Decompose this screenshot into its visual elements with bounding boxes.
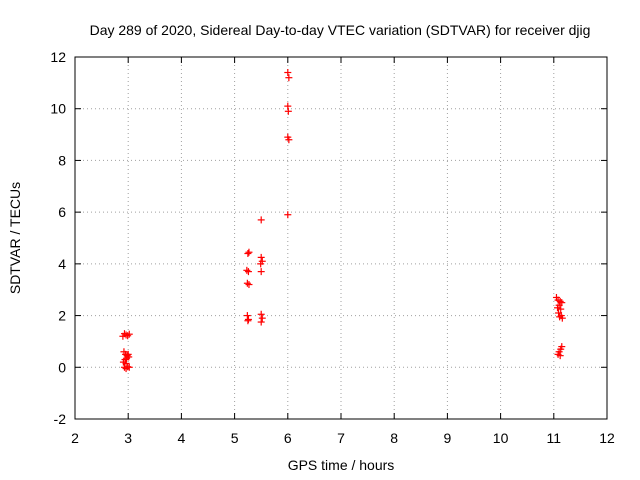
data-point bbox=[122, 331, 130, 339]
data-point bbox=[554, 304, 562, 312]
data-point bbox=[257, 260, 265, 268]
data-point bbox=[257, 268, 265, 276]
data-point bbox=[284, 107, 292, 115]
data-point bbox=[557, 305, 565, 313]
x-tick-label: 11 bbox=[547, 430, 562, 446]
data-point bbox=[244, 317, 252, 325]
data-point bbox=[285, 74, 293, 82]
x-tick-label: 9 bbox=[444, 430, 452, 446]
x-tick-label: 12 bbox=[599, 430, 615, 446]
x-tick-labels: 2 3 4 5 6 7 8 9 10 11 12 bbox=[71, 430, 615, 446]
x-tick-label: 10 bbox=[493, 430, 509, 446]
data-point bbox=[556, 352, 564, 360]
x-tick-label: 7 bbox=[337, 430, 345, 446]
plot-frame bbox=[74, 56, 608, 420]
data-point bbox=[284, 211, 292, 219]
grid-lines bbox=[75, 57, 607, 419]
y-tick-label: -2 bbox=[54, 411, 67, 427]
data-point bbox=[257, 318, 265, 326]
data-point bbox=[122, 365, 130, 373]
x-tick-label: 5 bbox=[231, 430, 239, 446]
y-tick-label: 2 bbox=[58, 308, 66, 324]
data-point bbox=[124, 332, 132, 340]
y-axis-label: SDTVAR / TECUs bbox=[7, 182, 23, 294]
data-point bbox=[285, 136, 293, 144]
x-tick-label: 8 bbox=[390, 430, 398, 446]
x-tick-label: 6 bbox=[284, 430, 292, 446]
data-point bbox=[243, 266, 251, 274]
data-point bbox=[558, 314, 566, 322]
x-tick-label: 4 bbox=[178, 430, 186, 446]
y-tick-label: 0 bbox=[58, 359, 66, 375]
data-point bbox=[257, 253, 265, 261]
data-point bbox=[556, 297, 564, 305]
y-tick-label: 12 bbox=[50, 49, 66, 65]
data-point bbox=[125, 363, 133, 371]
x-tick-label: 2 bbox=[71, 430, 79, 446]
data-point bbox=[257, 310, 265, 318]
y-tick-label: 10 bbox=[50, 101, 66, 117]
data-point bbox=[245, 248, 253, 256]
data-points bbox=[119, 69, 566, 373]
data-point bbox=[258, 314, 266, 322]
x-axis-label: GPS time / hours bbox=[288, 457, 395, 473]
data-point bbox=[244, 268, 252, 276]
data-point bbox=[245, 281, 253, 289]
data-point bbox=[244, 250, 252, 258]
chart-title: Day 289 of 2020, Sidereal Day-to-day VTE… bbox=[90, 22, 591, 38]
data-point bbox=[243, 279, 251, 287]
data-point bbox=[124, 350, 132, 358]
data-point bbox=[284, 69, 292, 77]
data-point bbox=[257, 216, 265, 224]
y-tick-label: 4 bbox=[58, 256, 66, 272]
y-tick-labels: -2 0 2 4 6 8 10 12 bbox=[50, 49, 66, 427]
x-tick-label: 3 bbox=[124, 430, 132, 446]
y-tick-label: 6 bbox=[58, 204, 66, 220]
data-point bbox=[125, 330, 133, 338]
y-tick-label: 8 bbox=[58, 152, 66, 168]
